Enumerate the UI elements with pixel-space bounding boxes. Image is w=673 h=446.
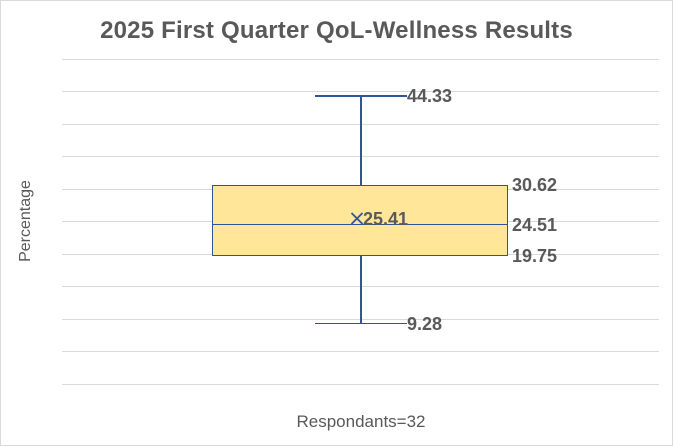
gridline <box>62 91 659 92</box>
upper-whisker-cap <box>315 95 407 97</box>
lower-whisker-cap <box>315 322 407 325</box>
label-median: 24.51 <box>512 214 558 235</box>
mean-marker-icon <box>350 212 364 225</box>
gridline <box>62 58 659 60</box>
label-q1: 19.75 <box>512 245 558 266</box>
upper-whisker-line <box>360 95 362 185</box>
gridline <box>62 383 659 385</box>
category-label: Respondants=32 <box>296 412 426 431</box>
label-mean: 25.41 <box>363 208 409 229</box>
label-min: 9.28 <box>407 313 443 334</box>
gridline <box>62 351 659 352</box>
chart-title: 2025 First Quarter QoL-Wellness Results <box>100 17 573 44</box>
box <box>212 184 508 256</box>
median-line <box>212 223 508 226</box>
lower-whisker-line <box>360 255 362 324</box>
label-max: 44.33 <box>407 85 453 106</box>
label-q3: 30.62 <box>512 174 558 195</box>
